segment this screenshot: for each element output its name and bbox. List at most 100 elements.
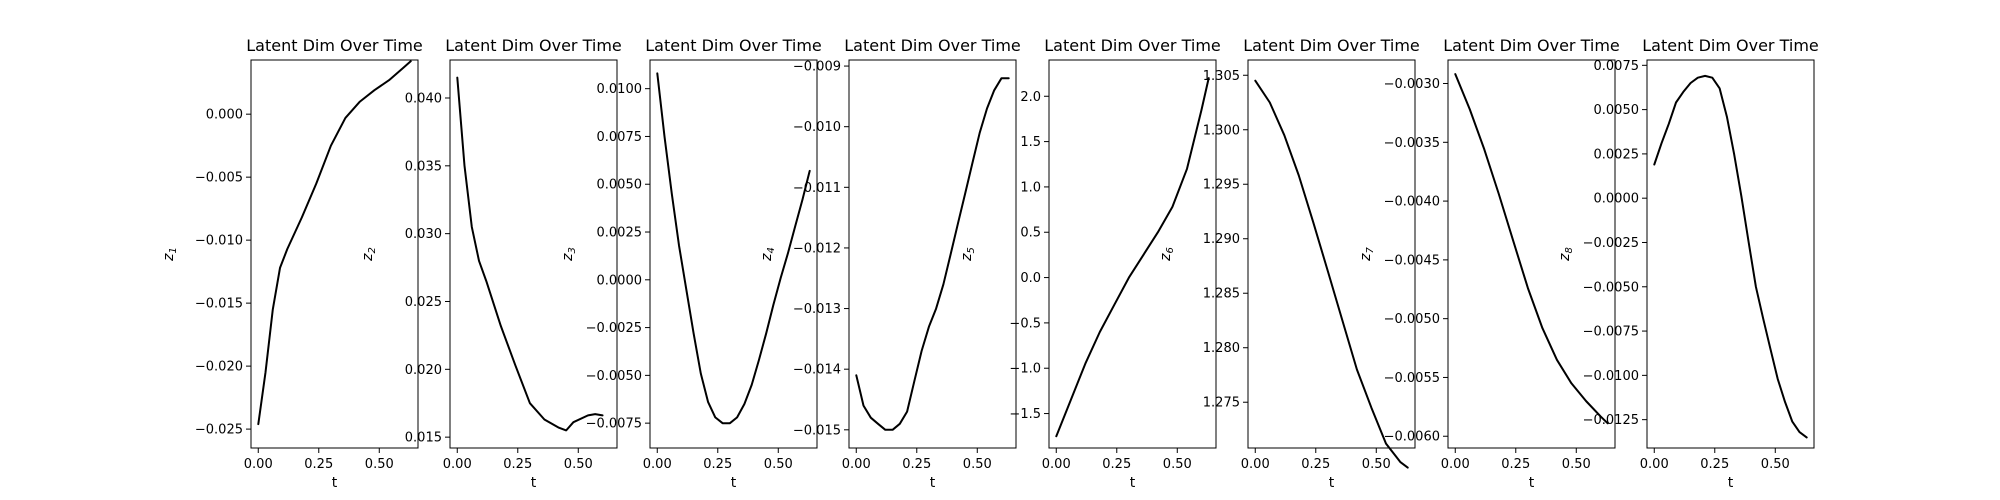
subplot-title: Latent Dim Over Time <box>1642 36 1819 55</box>
y-tick-label: 0.0050 <box>1594 103 1640 118</box>
y-tick-label: −1.5 <box>1009 407 1041 422</box>
y-tick-label: 0.0050 <box>597 178 643 193</box>
y-tick-label: −0.0045 <box>1384 253 1440 268</box>
axes-frame <box>1447 59 1616 449</box>
y-tick-label: −0.0050 <box>586 369 642 384</box>
y-tick-label: 1.5 <box>1020 135 1041 150</box>
y-tick-label: −0.010 <box>195 234 243 249</box>
y-tick-label: −0.009 <box>793 60 841 75</box>
y-axis-label-symbol: z <box>1158 253 1174 262</box>
y-tick-label: 0.5 <box>1020 226 1041 241</box>
y-tick-label: 0.0000 <box>597 273 643 288</box>
y-axis-label-symbol: z <box>959 253 975 262</box>
y-tick-label: −0.010 <box>793 120 841 135</box>
y-tick-label: 0.0100 <box>597 82 643 97</box>
y-tick-label: −0.015 <box>195 297 243 312</box>
x-axis-label: t <box>930 475 936 491</box>
y-tick-label: 1.0 <box>1020 180 1041 195</box>
y-axis-label: z7 <box>1358 247 1376 262</box>
y-tick-label: 0.000 <box>206 108 243 123</box>
y-axis-label-subscript: 5 <box>966 247 977 253</box>
x-tick-label: 0.50 <box>1761 457 1790 472</box>
axes-frame <box>1247 59 1416 449</box>
x-axis-label: t <box>731 475 737 491</box>
series-line <box>1653 74 1808 439</box>
y-tick-label: −0.013 <box>793 302 841 317</box>
x-tick-label: 0.50 <box>1562 457 1591 472</box>
y-tick-label: −0.0025 <box>1583 236 1639 251</box>
y-axis-label: z3 <box>560 247 578 262</box>
y-axis-label: z5 <box>959 247 977 262</box>
series-line <box>1454 73 1609 425</box>
x-axis-label: t <box>1529 475 1535 491</box>
y-tick-label: 0.0025 <box>1594 147 1640 162</box>
x-tick-label: 0.50 <box>963 457 992 472</box>
x-tick-label: 0.00 <box>1042 457 1071 472</box>
x-tick-label: 0.50 <box>764 457 793 472</box>
y-tick-label: 0.015 <box>405 431 442 446</box>
axes-frame <box>1646 59 1815 449</box>
x-axis-label: t <box>1130 475 1136 491</box>
subplot-title: Latent Dim Over Time <box>445 36 622 55</box>
x-tick-label: 0.00 <box>1441 457 1470 472</box>
y-tick-label: 0.035 <box>405 159 442 174</box>
x-tick-label: 0.50 <box>365 457 394 472</box>
y-tick-label: −0.012 <box>793 241 841 256</box>
x-tick-label: 0.00 <box>842 457 871 472</box>
x-tick-label: 0.25 <box>1301 457 1330 472</box>
x-tick-label: 0.00 <box>244 457 273 472</box>
y-tick-label: −0.015 <box>793 423 841 438</box>
series-line <box>1055 77 1210 438</box>
y-axis-label-subscript: 4 <box>766 247 777 253</box>
y-tick-label: −0.0030 <box>1384 77 1440 92</box>
subplot-5: Latent Dim Over Time 0.00 0.25 0.50 −1.5 −1.0… <box>959 36 1221 491</box>
x-tick-label: 0.00 <box>643 457 672 472</box>
subplot-8: Latent Dim Over Time 0.00 0.25 0.50 −0.0125 −… <box>1557 36 1819 491</box>
y-tick-label: −1.0 <box>1009 362 1041 377</box>
series-line <box>855 77 1010 431</box>
x-tick-label: 0.25 <box>1700 457 1729 472</box>
y-axis-label: z2 <box>360 247 378 262</box>
axes-frame <box>649 59 818 449</box>
y-tick-label: 1.290 <box>1203 232 1240 247</box>
x-axis-label: t <box>531 475 537 491</box>
y-tick-label: −0.0055 <box>1384 371 1440 386</box>
y-tick-label: 1.295 <box>1203 178 1240 193</box>
x-axis-label: t <box>1728 475 1734 491</box>
x-tick-label: 0.50 <box>1163 457 1192 472</box>
y-tick-label: 1.305 <box>1203 69 1240 84</box>
axes-frame <box>250 59 419 449</box>
y-axis-label-subscript: 8 <box>1564 247 1575 253</box>
y-tick-label: −0.014 <box>793 363 841 378</box>
subplot-title: Latent Dim Over Time <box>1243 36 1420 55</box>
x-tick-label: 0.25 <box>503 457 532 472</box>
y-tick-label: −0.0060 <box>1384 430 1440 445</box>
x-tick-label: 0.00 <box>1640 457 1669 472</box>
series-line <box>1254 79 1409 469</box>
y-tick-label: −0.0075 <box>586 417 642 432</box>
x-axis-label: t <box>332 475 338 491</box>
y-tick-label: 0.0075 <box>597 130 643 145</box>
subplot-3: Latent Dim Over Time 0.00 0.25 0.50 −0.0075 −… <box>560 36 822 491</box>
y-axis-label-subscript: 1 <box>168 247 179 253</box>
y-tick-label: −0.0040 <box>1384 195 1440 210</box>
y-axis-label: z8 <box>1557 247 1575 262</box>
y-tick-label: −0.0050 <box>1583 280 1639 295</box>
y-axis-label-symbol: z <box>1358 253 1374 262</box>
y-tick-label: −0.025 <box>195 423 243 438</box>
y-tick-label: 0.0025 <box>597 226 643 241</box>
y-axis-label: z1 <box>161 247 179 262</box>
y-tick-label: 0.030 <box>405 227 442 242</box>
x-tick-label: 0.50 <box>1362 457 1391 472</box>
x-tick-label: 0.00 <box>443 457 472 472</box>
x-tick-label: 0.25 <box>1501 457 1530 472</box>
axes-frame <box>848 59 1017 449</box>
y-tick-label: 0.0 <box>1020 271 1041 286</box>
y-tick-label: −0.011 <box>793 181 841 196</box>
y-tick-label: −0.0025 <box>586 321 642 336</box>
y-axis-label-subscript: 6 <box>1165 247 1176 253</box>
subplot-title: Latent Dim Over Time <box>645 36 822 55</box>
y-tick-label: −0.0050 <box>1384 312 1440 327</box>
subplot-6: Latent Dim Over Time 0.00 0.25 0.50 1.275 1.2… <box>1158 36 1420 491</box>
